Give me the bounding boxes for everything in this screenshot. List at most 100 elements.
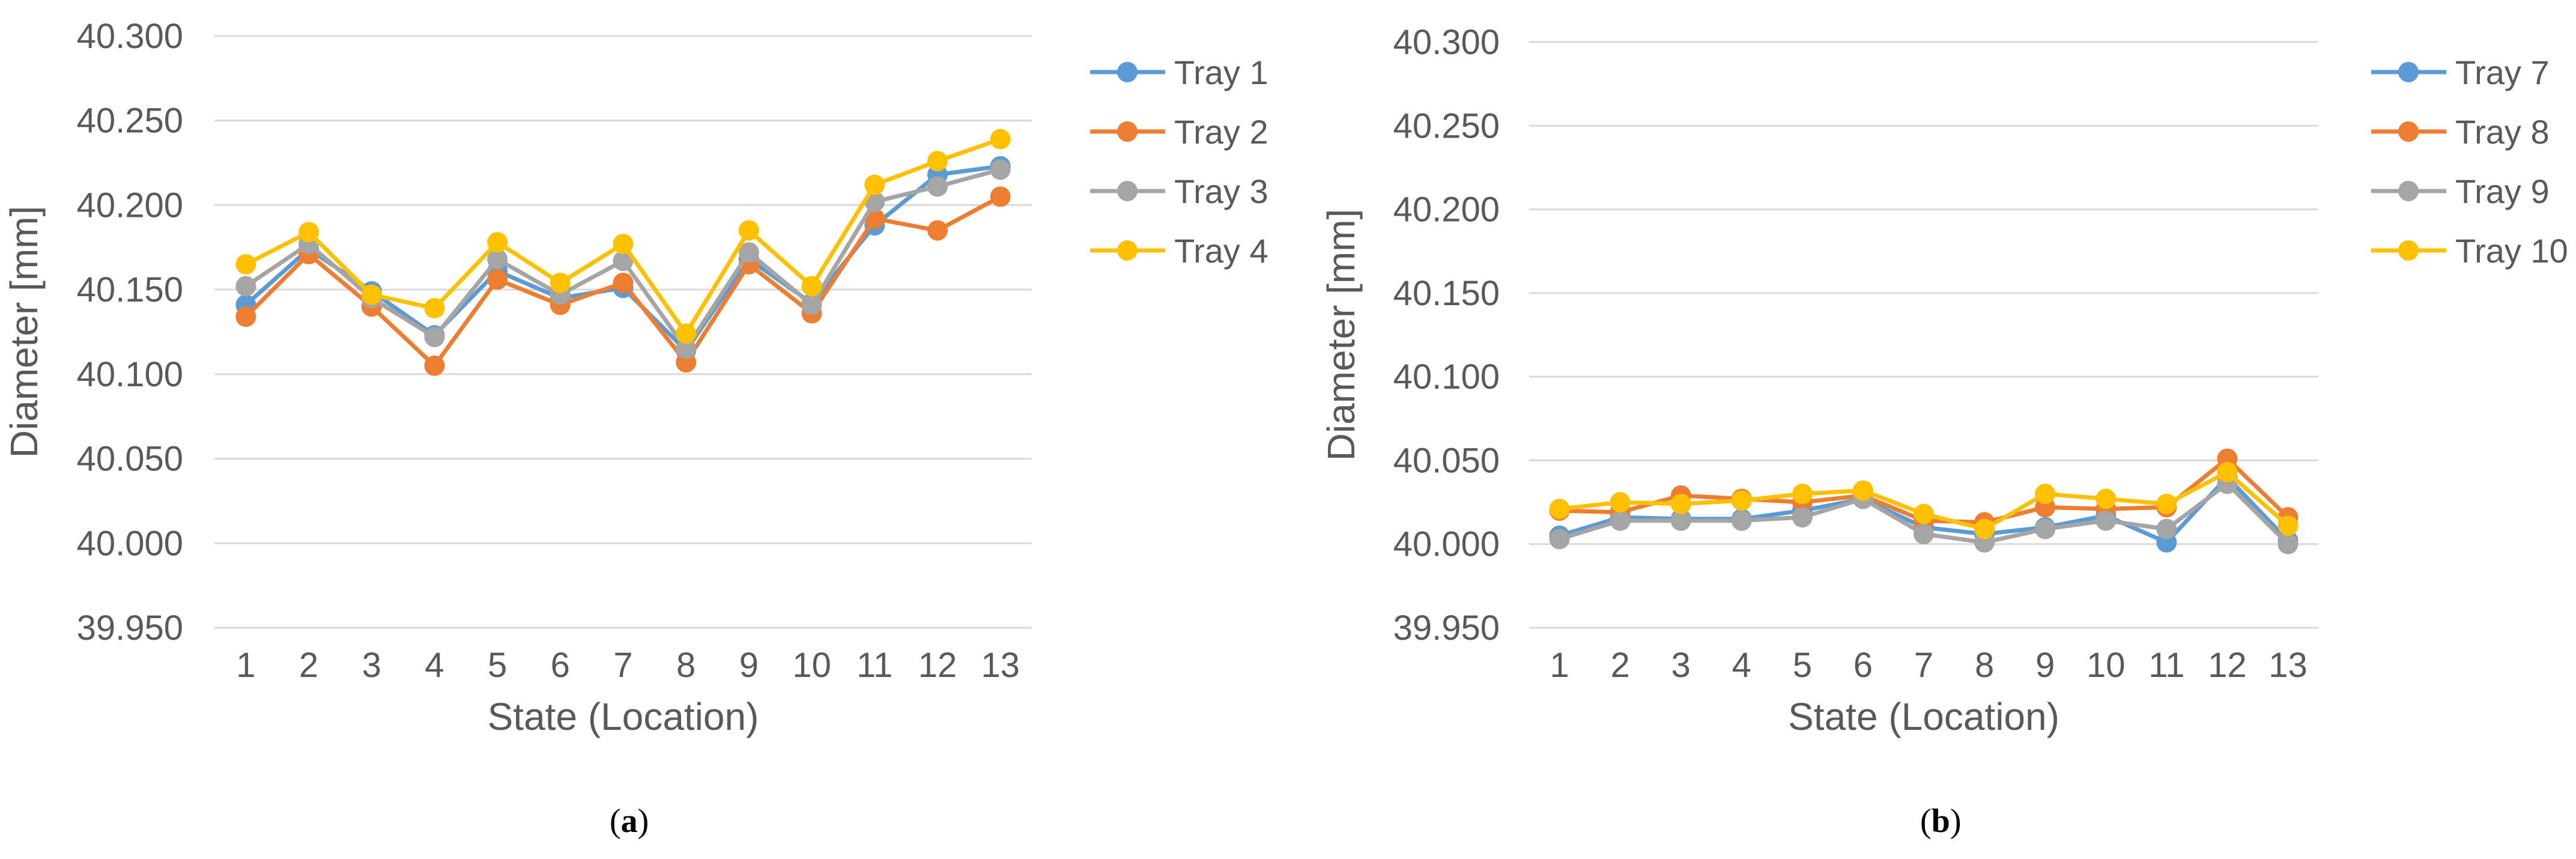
data-point [424, 355, 445, 376]
data-point [738, 220, 759, 241]
data-point [235, 276, 256, 297]
data-point [487, 232, 508, 253]
data-point [990, 129, 1011, 150]
data-point [927, 220, 948, 241]
data-point [2156, 518, 2177, 539]
x-tick-label: 2 [299, 646, 318, 685]
data-point [2096, 488, 2117, 509]
data-point [613, 272, 634, 293]
data-point [361, 284, 382, 305]
y-tick-label: 40.050 [77, 440, 183, 479]
data-point [2096, 510, 2117, 531]
data-point [487, 249, 508, 270]
chart-a: 39.950 40.000 40.050 40.100 40.150 40.200 40.2… [2, 17, 1268, 738]
y-tick-label: 40.100 [1393, 357, 1500, 396]
y-tick-label: 40.200 [1393, 190, 1500, 229]
data-point [1610, 492, 1631, 513]
data-point [613, 250, 634, 272]
x-tick-label: 2 [1610, 646, 1629, 685]
data-point [1852, 480, 1873, 501]
legend-label: Tray 8 [2455, 113, 2550, 151]
x-tick-label: 4 [425, 646, 444, 685]
data-point [487, 269, 508, 290]
data-point [801, 276, 822, 297]
data-point [864, 174, 885, 195]
data-point [1731, 510, 1752, 531]
data-point [424, 326, 445, 347]
legend-label: Tray 1 [1174, 53, 1268, 91]
data-point [2035, 518, 2056, 539]
x-tick-label: 3 [1671, 646, 1691, 685]
x-tick-label: 11 [2148, 646, 2184, 685]
data-point [613, 234, 634, 255]
legend-marker [2398, 181, 2419, 201]
data-point [424, 298, 445, 319]
x-tick-label: 6 [1853, 646, 1873, 685]
legend-marker [1117, 181, 1138, 201]
x-tick-label: 5 [488, 646, 507, 685]
legend-marker [1117, 62, 1138, 82]
x-tick-label: 6 [551, 646, 570, 685]
data-point [1974, 518, 1995, 539]
data-point [1670, 493, 1691, 514]
x-tick-label: 5 [1793, 646, 1812, 685]
legend-label: Tray 3 [1174, 172, 1268, 210]
data-point [1549, 529, 1570, 550]
data-point [1670, 510, 1691, 531]
x-tick-label: 12 [2208, 646, 2247, 685]
x-axis-title: State (Location) [1788, 695, 2059, 738]
y-tick-label: 40.100 [77, 355, 183, 394]
data-point [2217, 461, 2238, 482]
data-point [235, 306, 256, 327]
y-tick-label: 40.000 [77, 524, 183, 563]
y-tick-label: 40.300 [1393, 23, 1500, 62]
x-tick-label: 7 [613, 646, 632, 685]
data-point [299, 222, 320, 243]
y-tick-label: 39.950 [1393, 609, 1500, 648]
data-point [2277, 533, 2299, 554]
chart-b: 39.950 40.000 40.050 40.100 40.150 40.200 40.2… [1320, 23, 2568, 738]
x-tick-label: 9 [2035, 646, 2055, 685]
y-axis-title: Diameter [mm] [2, 206, 46, 458]
x-tick-label: 12 [918, 646, 957, 685]
legend-marker [2398, 121, 2419, 142]
legend-marker [2398, 240, 2419, 261]
data-point [990, 186, 1011, 207]
y-tick-label: 39.950 [77, 609, 183, 648]
y-tick-label: 40.000 [1393, 525, 1500, 564]
data-point [235, 253, 256, 275]
data-point [550, 272, 571, 293]
panel-caption-b: (b) [1920, 803, 1962, 840]
x-axis-title: State (Location) [488, 695, 759, 738]
x-tick-label: 4 [1732, 646, 1751, 685]
y-tick-label: 40.150 [1393, 274, 1500, 313]
data-point [2035, 484, 2056, 505]
legend-marker [1117, 121, 1138, 142]
x-tick-label: 1 [1550, 646, 1569, 685]
x-tick-label: 11 [856, 646, 893, 685]
legend-label: Tray 2 [1174, 113, 1268, 151]
x-tick-label: 3 [362, 646, 381, 685]
y-tick-label: 40.200 [77, 186, 183, 225]
x-tick-label: 10 [2087, 646, 2126, 685]
data-point [990, 159, 1011, 180]
panel-caption-a: (a) [610, 803, 649, 840]
legend-label: Tray 9 [2455, 172, 2550, 210]
data-point [1792, 484, 1813, 505]
y-tick-label: 40.050 [1393, 441, 1500, 480]
data-point [2277, 515, 2299, 536]
data-point [2156, 493, 2177, 514]
x-tick-label: 1 [236, 646, 255, 685]
data-point [1914, 503, 1934, 524]
data-point [738, 242, 759, 263]
data-point [1610, 510, 1631, 531]
y-tick-label: 40.250 [77, 102, 183, 141]
data-point [676, 323, 697, 344]
data-point [801, 294, 822, 315]
x-tick-label: 13 [981, 646, 1020, 685]
x-tick-label: 13 [2268, 646, 2308, 685]
data-point [927, 176, 948, 197]
y-tick-label: 40.300 [77, 17, 183, 56]
x-tick-label: 8 [676, 646, 696, 685]
